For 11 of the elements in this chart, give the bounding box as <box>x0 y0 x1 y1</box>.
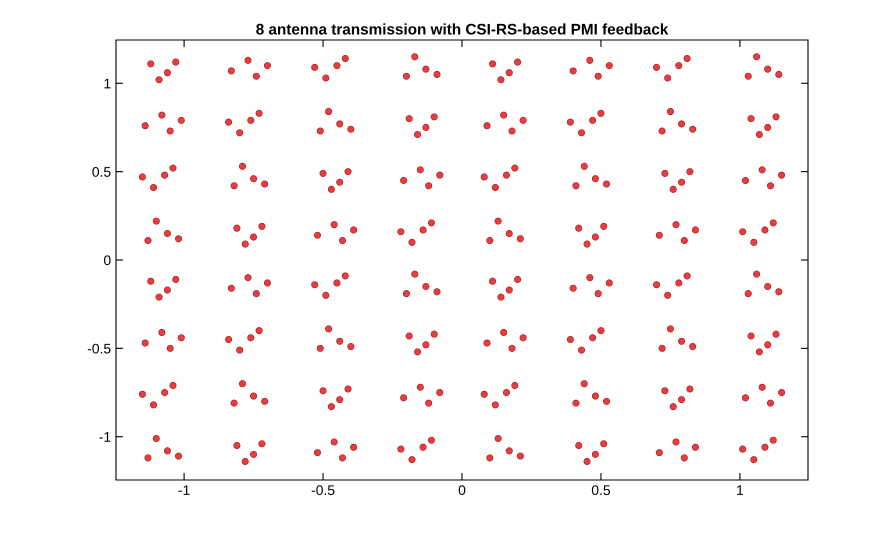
y-tick-label: 1 <box>104 78 110 88</box>
x-tick-label: 0.5 <box>592 485 610 496</box>
x-tick-label: -1 <box>178 485 190 495</box>
y-tick-label: 0 <box>104 255 111 266</box>
x-tick-label: -0.5 <box>312 485 334 496</box>
x-tick-label: 1 <box>737 485 744 495</box>
y-tick-label: -1 <box>99 432 110 442</box>
chart-title: 8 antenna transmission with CSI-RS-based PMI feedback <box>256 23 668 35</box>
y-tick-label: -0.5 <box>88 344 111 354</box>
x-tick-label: 0 <box>458 485 466 496</box>
y-tick-label: 0.5 <box>92 166 111 177</box>
